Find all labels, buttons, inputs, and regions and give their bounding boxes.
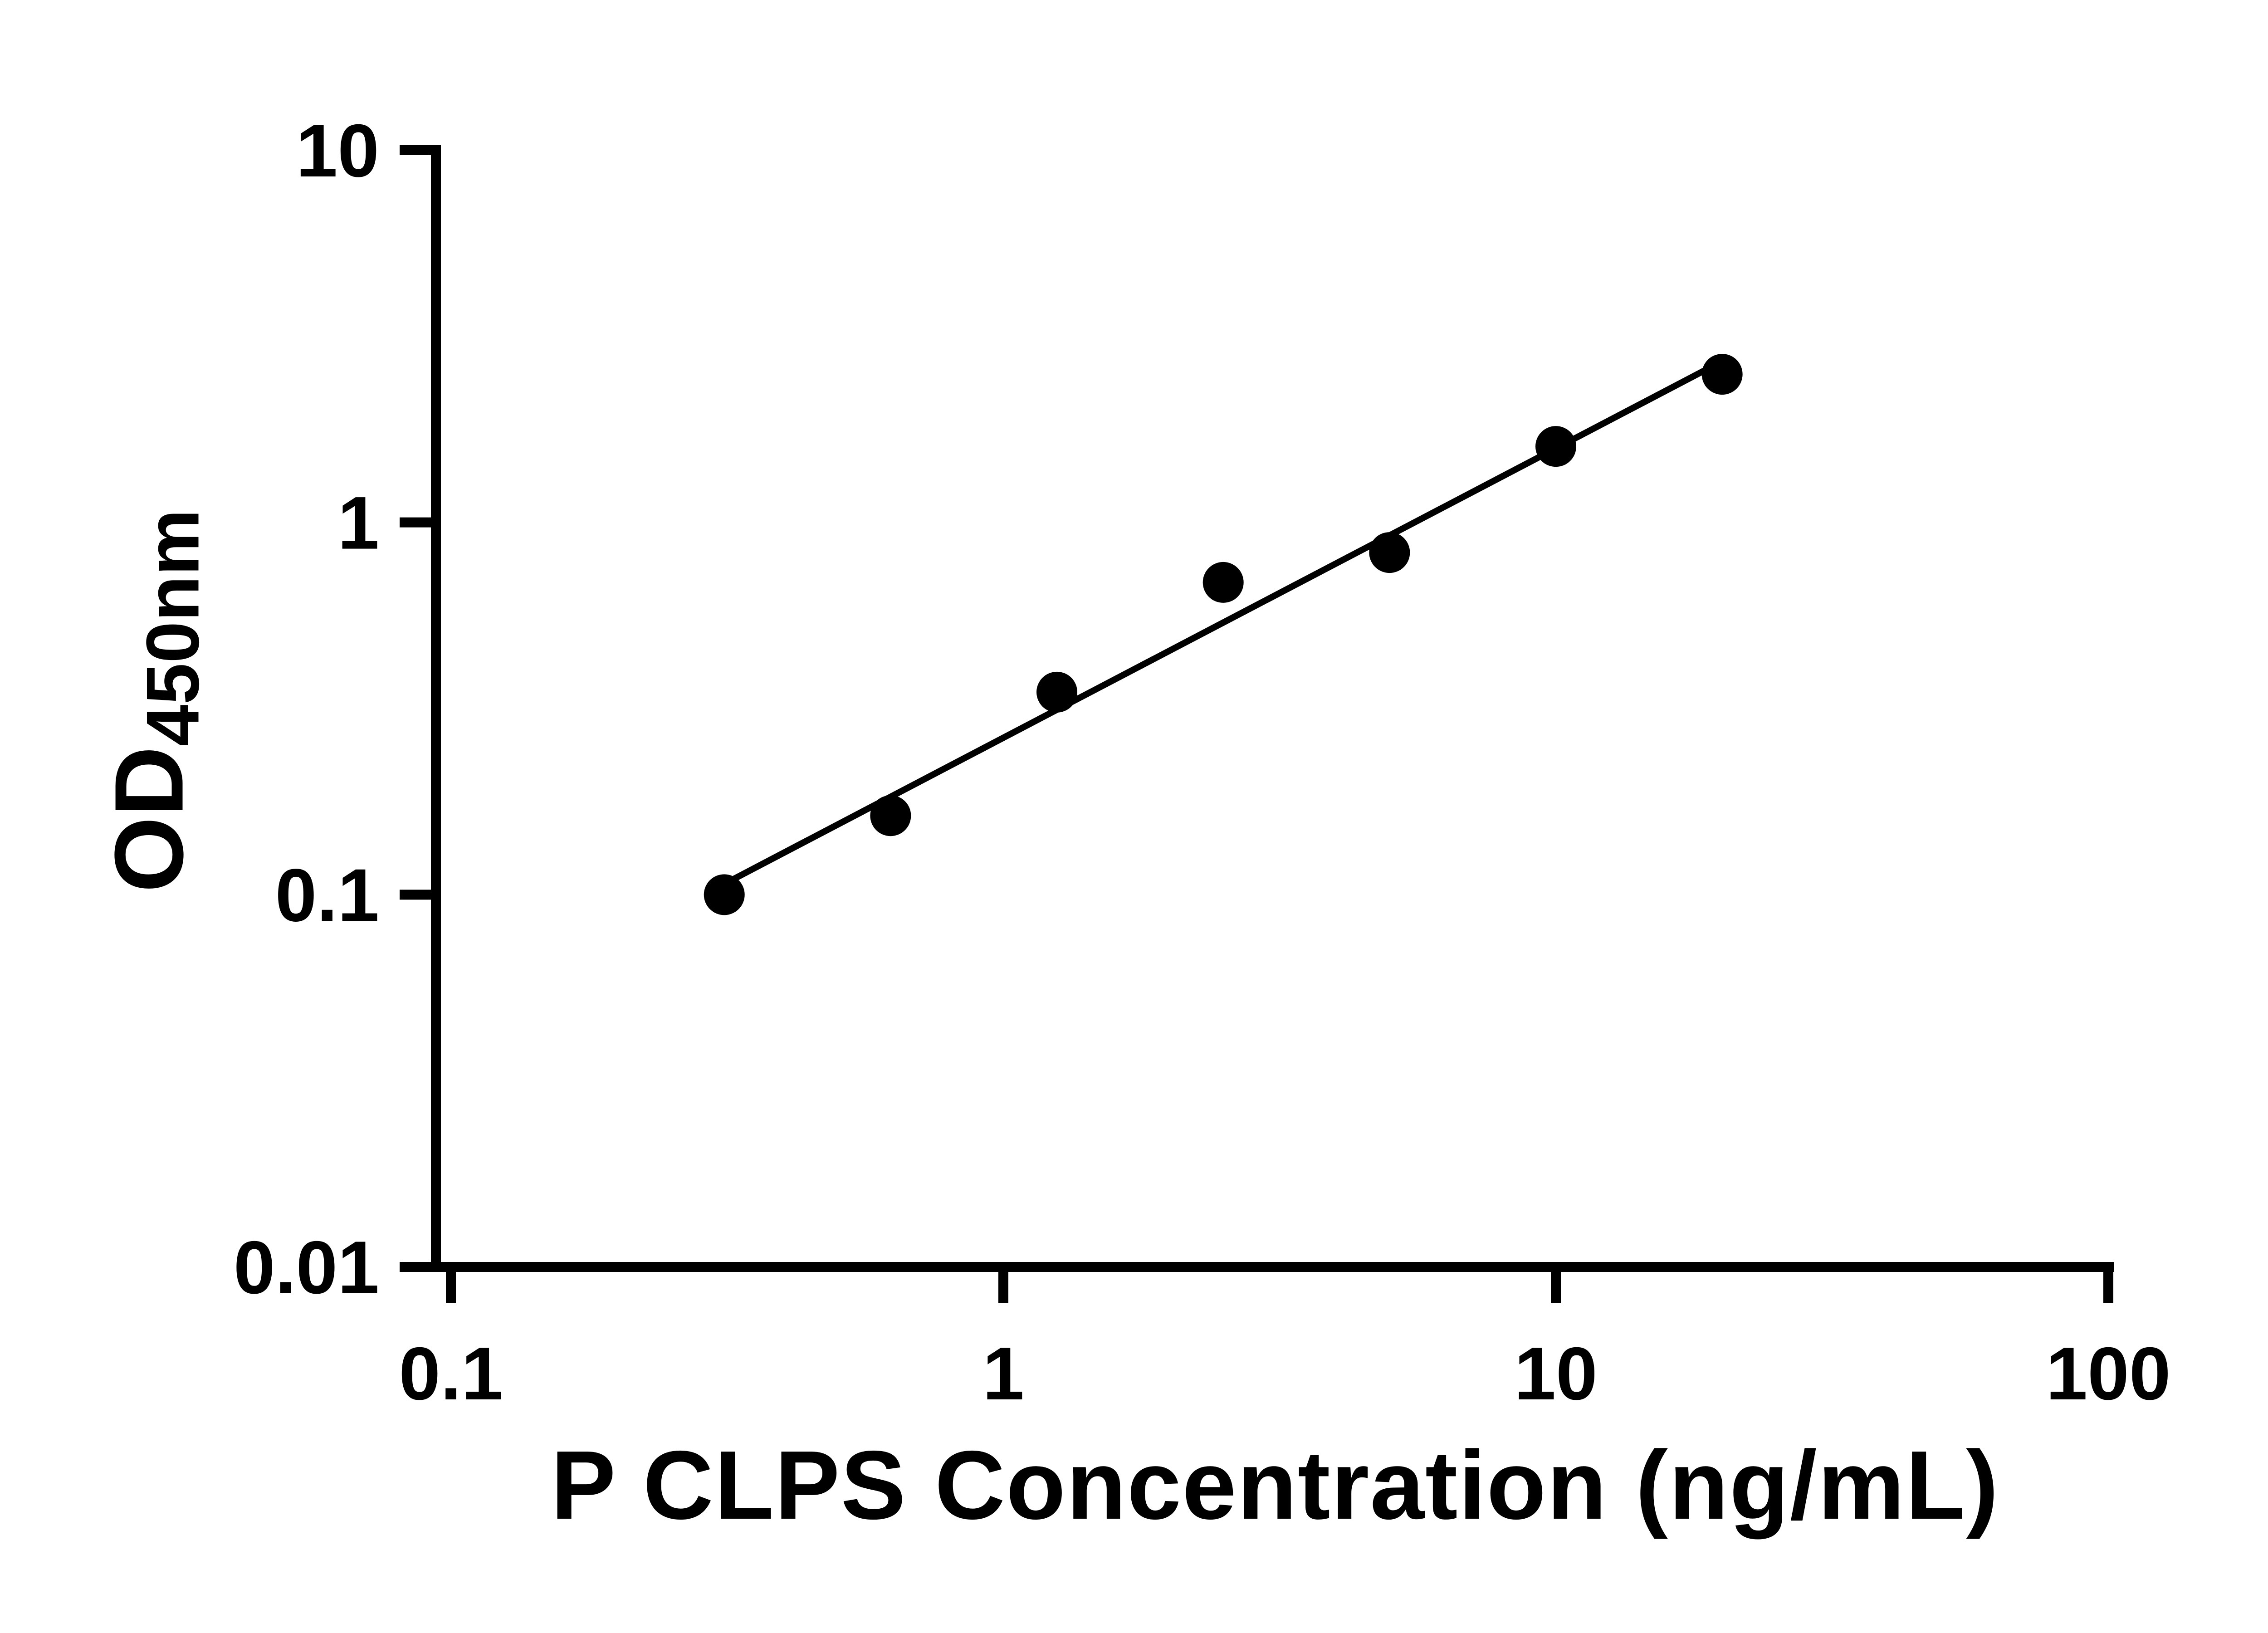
x-tick-label: 100 bbox=[2046, 1332, 2170, 1415]
y-axis-title: OD450nm bbox=[93, 509, 216, 892]
data-point bbox=[704, 874, 745, 915]
data-point bbox=[1369, 532, 1410, 573]
y-axis-title-main: OD bbox=[94, 746, 204, 893]
y-tick-label: 0.01 bbox=[234, 1226, 379, 1309]
data-point bbox=[870, 795, 911, 836]
y-tick-label: 0.1 bbox=[275, 853, 379, 937]
y-axis-title-sub: 450nm bbox=[131, 509, 215, 747]
data-point bbox=[1701, 354, 1743, 395]
x-tick-label: 10 bbox=[1514, 1332, 1598, 1415]
data-point bbox=[1535, 426, 1576, 467]
data-point bbox=[1202, 562, 1244, 603]
y-tick-label: 10 bbox=[296, 109, 379, 192]
x-tick-label: 1 bbox=[982, 1332, 1024, 1415]
y-tick-label: 1 bbox=[337, 481, 379, 565]
x-tick-label: 0.1 bbox=[399, 1332, 503, 1415]
x-axis-title: P CLPS Concentration (ng/mL) bbox=[551, 1430, 1999, 1540]
data-point bbox=[1036, 671, 1078, 713]
